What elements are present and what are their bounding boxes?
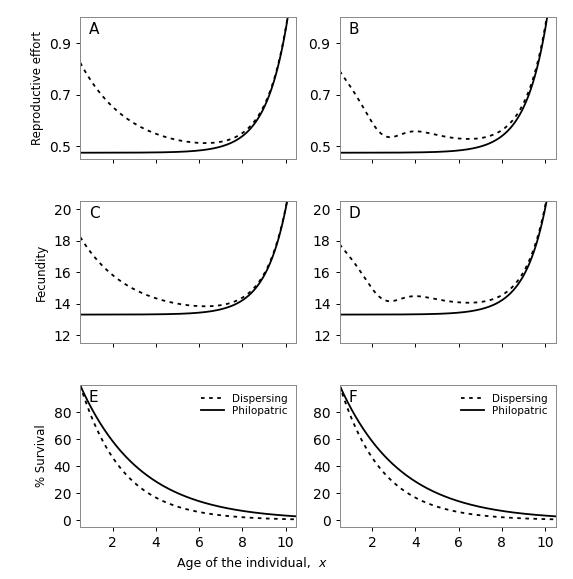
Text: D: D bbox=[348, 206, 360, 221]
Text: B: B bbox=[348, 21, 359, 36]
Y-axis label: % Survival: % Survival bbox=[35, 425, 48, 488]
Y-axis label: Fecundity: Fecundity bbox=[35, 244, 48, 301]
Text: Age of the individual,: Age of the individual, bbox=[178, 558, 315, 570]
Text: x: x bbox=[318, 558, 325, 570]
Text: C: C bbox=[89, 206, 100, 221]
Legend: Dispersing, Philopatric: Dispersing, Philopatric bbox=[198, 391, 291, 419]
Text: E: E bbox=[89, 390, 99, 405]
Text: F: F bbox=[348, 390, 357, 405]
Y-axis label: Reproductive effort: Reproductive effort bbox=[30, 31, 44, 145]
Text: A: A bbox=[89, 21, 99, 36]
Legend: Dispersing, Philopatric: Dispersing, Philopatric bbox=[457, 391, 551, 419]
